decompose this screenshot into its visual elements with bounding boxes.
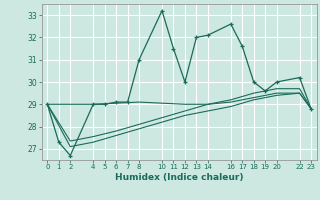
X-axis label: Humidex (Indice chaleur): Humidex (Indice chaleur): [115, 173, 244, 182]
